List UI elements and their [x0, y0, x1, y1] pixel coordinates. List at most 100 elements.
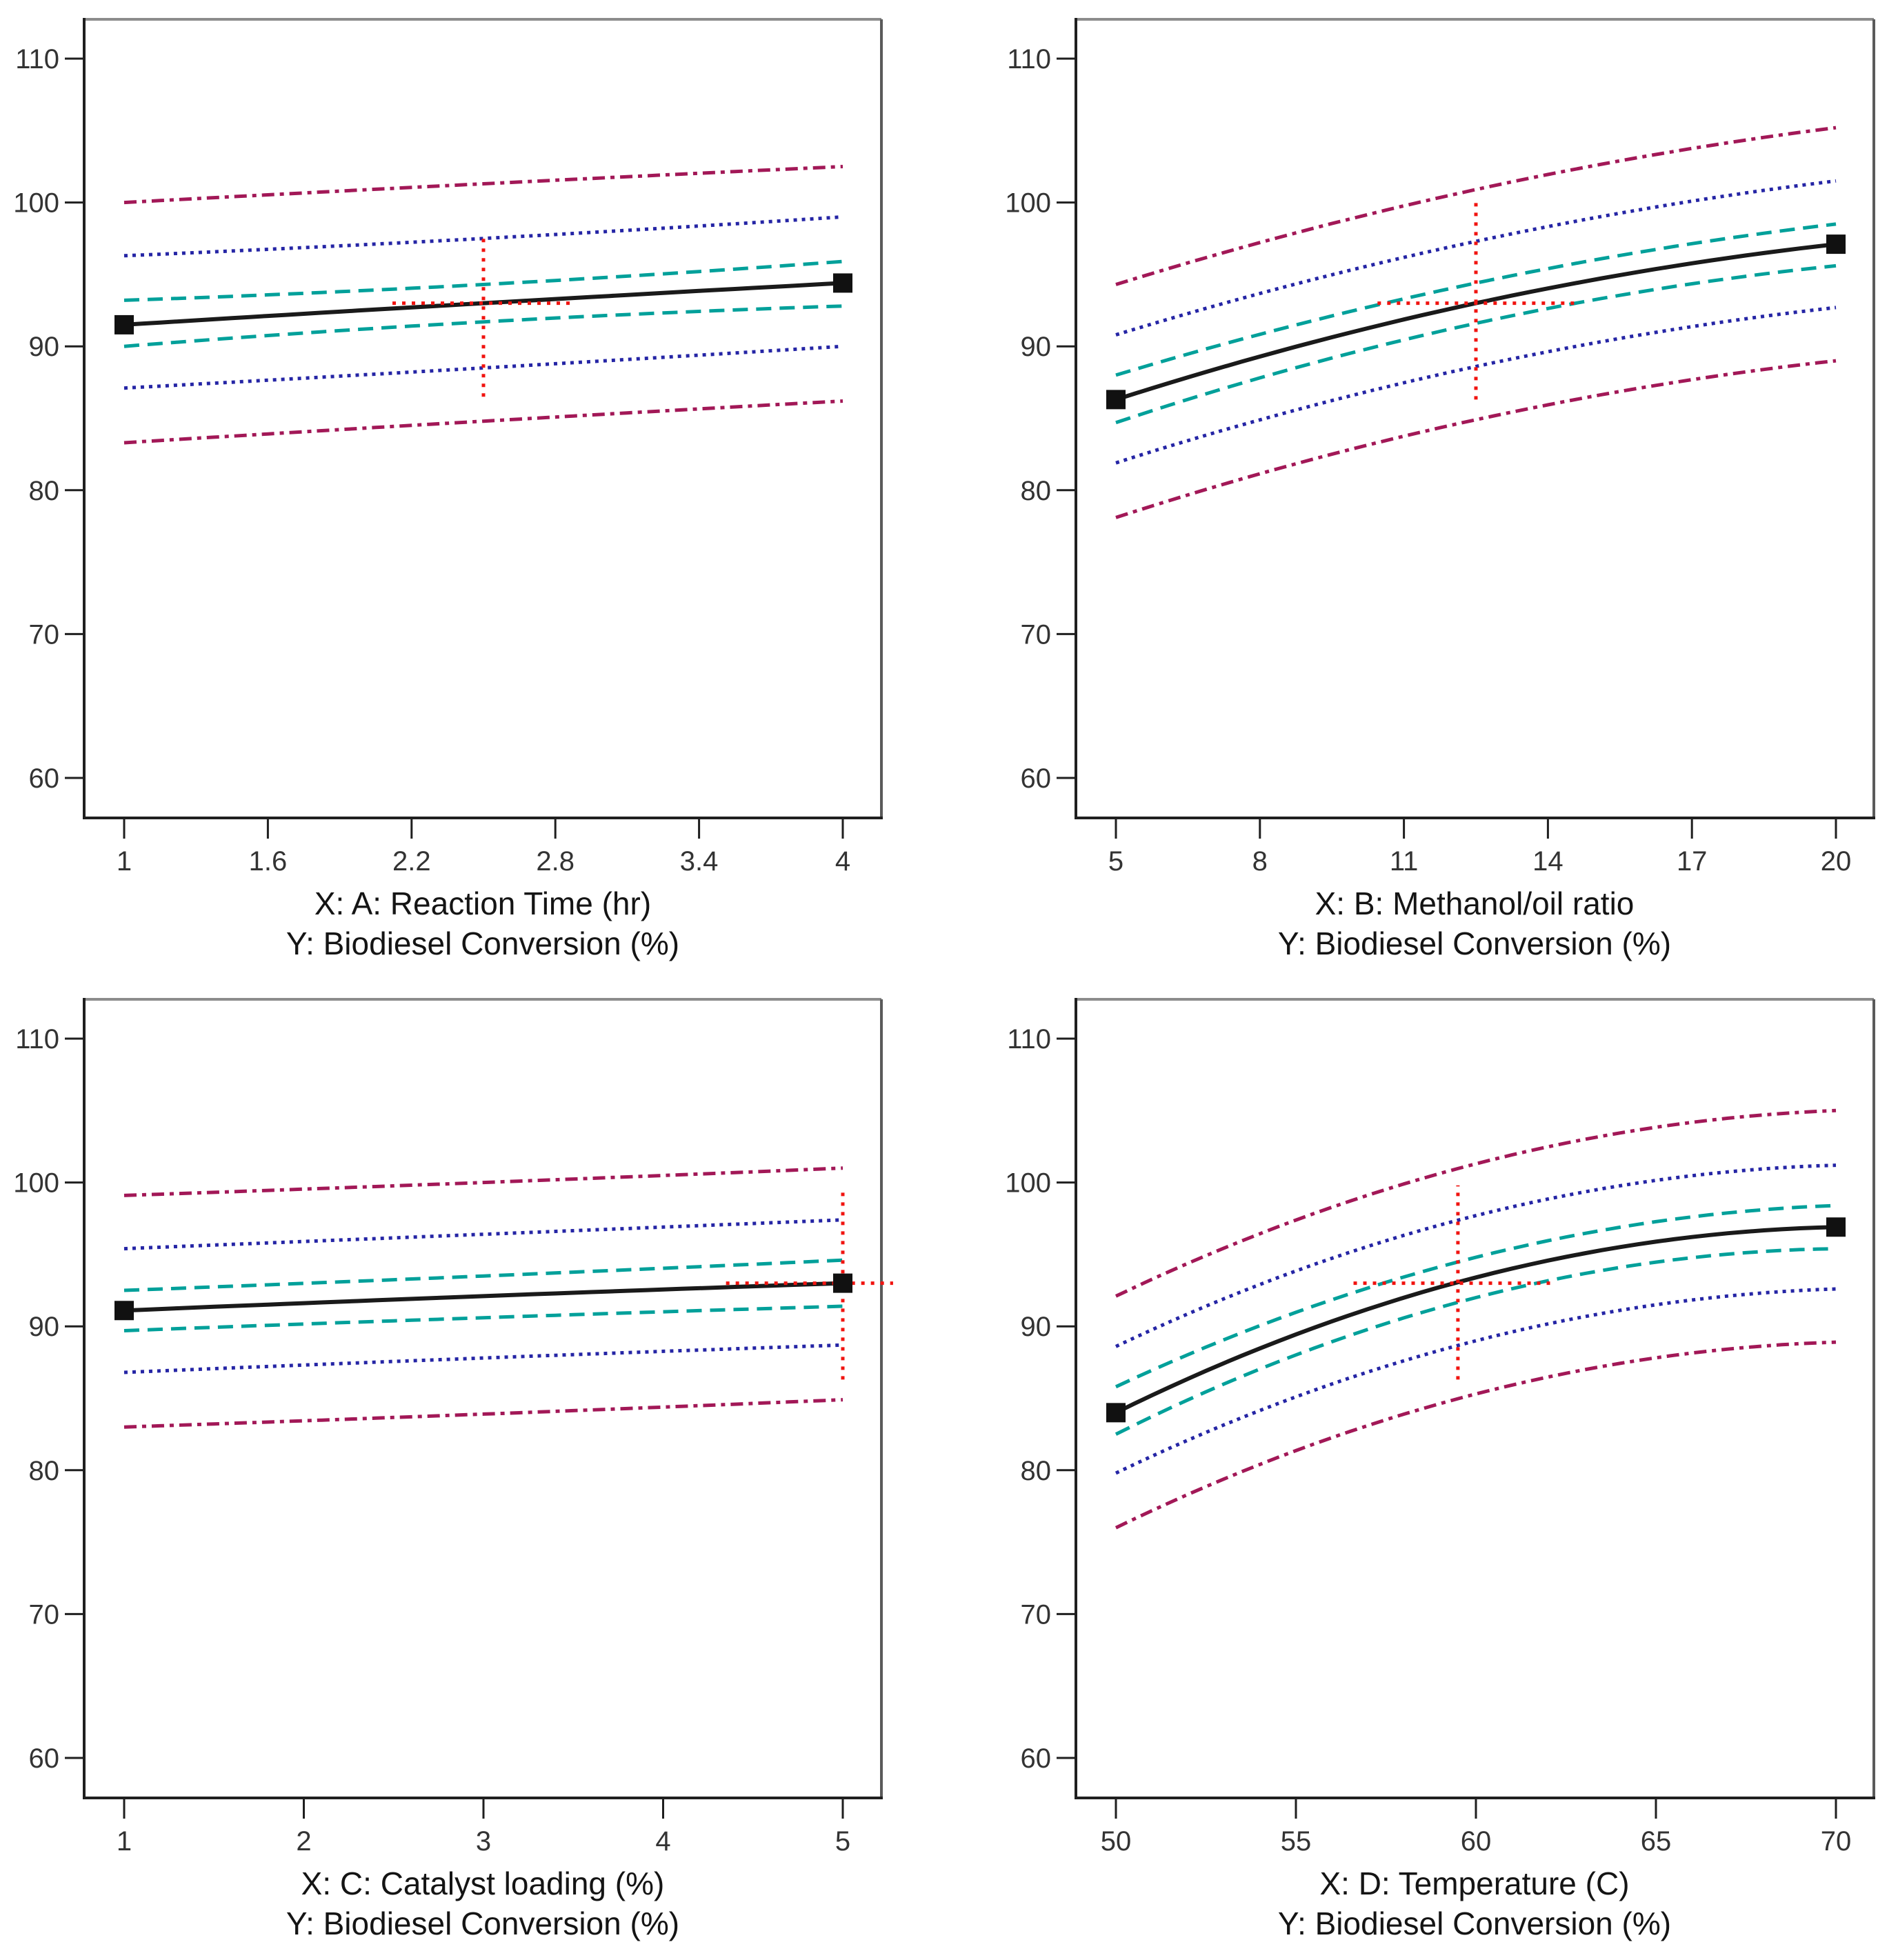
ci-upper-line	[123, 259, 843, 302]
svg-text:110: 110	[1007, 1024, 1051, 1054]
svg-text:17: 17	[1677, 846, 1708, 877]
y-axis-title: Y: Biodiesel Conversion (%)	[1277, 926, 1672, 961]
y-axis-ticks: 110 100 90 80 70 60	[1005, 44, 1076, 794]
axis-frame	[1075, 18, 1875, 819]
svg-text:70: 70	[1021, 619, 1052, 650]
svg-text:90: 90	[29, 332, 60, 362]
svg-text:80: 80	[29, 476, 60, 506]
svg-text:8: 8	[1252, 846, 1268, 877]
ti-lower-line	[1115, 1340, 1837, 1530]
panel-c-catalyst-loading: 110 100 90 80 70 60 1 2 3 4 5 X: C: Catalyst loadi…	[0, 980, 949, 1960]
svg-text:70: 70	[1021, 1599, 1052, 1630]
svg-text:60: 60	[29, 763, 60, 794]
svg-text:2.2: 2.2	[392, 846, 431, 877]
svg-text:65: 65	[1641, 1826, 1672, 1857]
ti-lower-line	[1115, 359, 1837, 519]
svg-text:70: 70	[29, 619, 60, 650]
svg-text:60: 60	[1021, 1743, 1052, 1774]
pi-upper-line	[1115, 179, 1837, 337]
factor-crosshair	[726, 1186, 893, 1380]
ci-upper-line	[1115, 222, 1837, 377]
ti-lower-line	[123, 399, 843, 445]
factor-crosshair	[1353, 1185, 1552, 1380]
axis-frame	[83, 998, 883, 1799]
y-axis-ticks: 110 100 90 80 70 60	[13, 1024, 84, 1774]
svg-text:90: 90	[29, 1312, 60, 1342]
svg-text:1: 1	[117, 846, 132, 877]
x-axis-ticks: 50 55 60 65 70	[1101, 1798, 1852, 1857]
svg-text:4: 4	[835, 846, 850, 877]
svg-text:5: 5	[835, 1826, 850, 1857]
ci-lower-line	[1115, 263, 1837, 425]
svg-text:55: 55	[1281, 1826, 1312, 1857]
svg-text:20: 20	[1821, 846, 1852, 877]
svg-text:80: 80	[1021, 1456, 1052, 1486]
data-point-marker	[833, 1273, 852, 1293]
svg-text:110: 110	[1007, 44, 1051, 74]
svg-text:4: 4	[655, 1826, 670, 1857]
ci-lower-line	[1115, 1247, 1837, 1436]
x-axis-ticks: 1 2 3 4 5	[117, 1798, 850, 1857]
data-point-marker	[1826, 234, 1846, 254]
prediction-line	[123, 281, 843, 327]
svg-text:2.8: 2.8	[536, 846, 575, 877]
ci-lower-line	[123, 304, 843, 348]
confidence-bands-and-prediction	[1115, 126, 1837, 519]
x-axis-ticks: 1 1.6 2.2 2.8 3.4 4	[117, 818, 850, 877]
pi-lower-line	[1115, 306, 1837, 465]
pi-lower-line	[123, 1343, 843, 1374]
pi-lower-line	[1115, 1287, 1837, 1475]
svg-text:50: 50	[1101, 1826, 1132, 1857]
chart-canvas-reaction-time: 110 100 90 80 70 60 1 1.6 2.2 2.8 3.4 4	[13, 18, 883, 877]
endpoint-markers	[1106, 1217, 1846, 1423]
svg-text:2: 2	[296, 1826, 311, 1857]
factor-crosshair	[392, 238, 575, 397]
panel-d-temperature: 110 100 90 80 70 60 50 55 60 65 70 X: D: Temperatu…	[949, 980, 1898, 1960]
svg-text:100: 100	[1005, 1168, 1051, 1199]
ti-upper-line	[123, 165, 843, 205]
svg-text:60: 60	[1021, 763, 1052, 794]
data-point-marker	[1106, 390, 1126, 410]
prediction-line	[123, 1281, 843, 1313]
data-point-marker	[114, 1301, 134, 1321]
x-axis-title: X: C: Catalyst loading (%)	[301, 1866, 665, 1901]
x-axis-title: X: A: Reaction Time (hr)	[314, 886, 652, 921]
svg-text:110: 110	[15, 44, 59, 74]
factor-crosshair	[1377, 202, 1577, 400]
ti-upper-line	[1115, 1108, 1837, 1298]
y-axis-title: Y: Biodiesel Conversion (%)	[286, 926, 680, 961]
prediction-line	[1115, 1225, 1837, 1415]
endpoint-markers	[1106, 234, 1846, 410]
data-point-marker	[833, 273, 852, 293]
svg-text:5: 5	[1108, 846, 1123, 877]
y-axis-title: Y: Biodiesel Conversion (%)	[1277, 1906, 1672, 1941]
confidence-bands-and-prediction	[123, 165, 843, 445]
svg-text:100: 100	[13, 1168, 59, 1199]
endpoint-markers	[114, 273, 852, 334]
pi-upper-line	[123, 1218, 843, 1251]
y-axis-ticks: 110 100 90 80 70 60	[1005, 1024, 1076, 1774]
ci-lower-line	[123, 1304, 843, 1332]
svg-text:80: 80	[29, 1456, 60, 1486]
svg-text:70: 70	[1821, 1826, 1852, 1857]
svg-text:3: 3	[476, 1826, 491, 1857]
svg-text:3.4: 3.4	[680, 846, 719, 877]
svg-text:1: 1	[117, 1826, 132, 1857]
svg-text:60: 60	[29, 1743, 60, 1774]
chart-canvas-catalyst-loading: 110 100 90 80 70 60 1 2 3 4 5	[13, 998, 893, 1857]
data-point-marker	[114, 314, 134, 334]
pi-upper-line	[1115, 1163, 1837, 1348]
svg-text:110: 110	[15, 1024, 59, 1054]
x-axis-ticks: 5 8 11 14 17 20	[1108, 818, 1851, 877]
x-axis-title: X: B: Methanol/oil ratio	[1315, 886, 1635, 921]
svg-text:14: 14	[1532, 846, 1564, 877]
x-axis-title: X: D: Temperature (C)	[1319, 1866, 1630, 1901]
ti-upper-line	[1115, 126, 1837, 286]
svg-text:100: 100	[1005, 188, 1051, 219]
ci-upper-line	[1115, 1203, 1837, 1389]
data-point-marker	[1106, 1403, 1126, 1423]
svg-text:70: 70	[29, 1599, 60, 1630]
axis-frame	[1075, 998, 1875, 1799]
y-axis-ticks: 110 100 90 80 70 60	[13, 44, 84, 794]
